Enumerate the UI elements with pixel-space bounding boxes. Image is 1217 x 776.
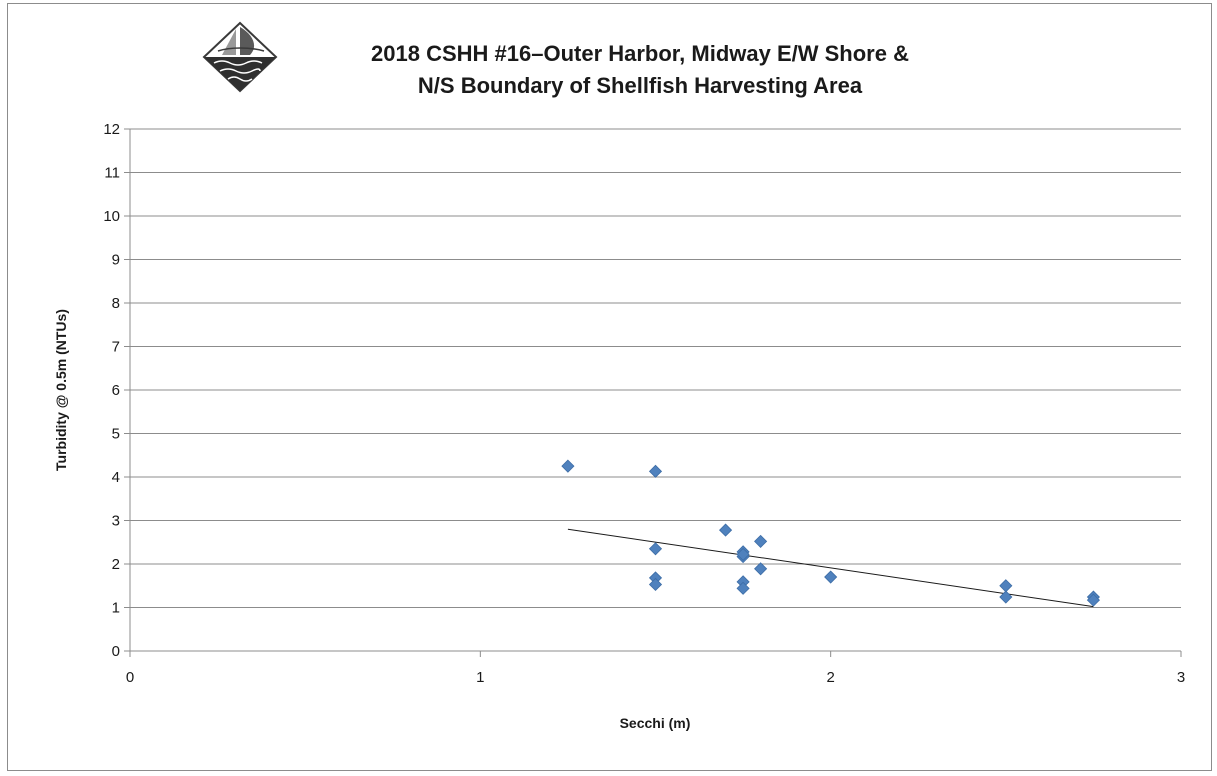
y-tick-label: 2 (112, 556, 120, 573)
data-point (719, 523, 733, 537)
data-point (754, 534, 768, 548)
y-tick-label: 11 (104, 165, 120, 182)
data-point (824, 570, 838, 584)
y-tick-label: 0 (112, 643, 120, 660)
sailboat-logo (202, 21, 278, 93)
data-point (648, 542, 663, 556)
y-tick-label: 10 (103, 208, 120, 225)
data-point (1086, 593, 1100, 607)
data-point (754, 562, 768, 576)
x-tick-label: 2 (826, 669, 834, 686)
chart-frame (7, 3, 1212, 771)
y-tick-label: 8 (112, 295, 120, 312)
data-point (736, 581, 750, 595)
data-point (736, 547, 750, 561)
data-point (999, 579, 1013, 593)
data-points (561, 459, 1100, 607)
y-tick-label: 12 (103, 121, 120, 138)
data-point (999, 590, 1013, 604)
y-tick-label: 7 (112, 339, 120, 356)
chart-title-line-1: 2018 CSHH #16–Outer Harbor, Midway E/W S… (371, 41, 909, 66)
y-tick-label: 4 (112, 469, 120, 486)
x-tick-labels: 0 1 2 3 (126, 669, 1185, 686)
gridlines (130, 128, 1181, 608)
y-tick-label: 5 (112, 426, 120, 443)
y-tick-label: 9 (112, 252, 120, 269)
y-tick-label: 3 (112, 513, 120, 530)
trendline (567, 528, 1094, 608)
axes (124, 128, 1182, 657)
y-axis-title: Turbidity @ 0.5m (NTUs) (53, 309, 69, 471)
x-tick-label: 3 (1177, 669, 1185, 686)
trendline-layer (567, 528, 1094, 608)
x-tick-label: 0 (126, 669, 134, 686)
data-point (561, 459, 575, 473)
y-tick-label: 6 (112, 382, 120, 399)
x-axis-title: Secchi (m) (620, 715, 691, 731)
x-tick-label: 1 (476, 669, 484, 686)
y-tick-label: 1 (112, 600, 120, 617)
data-point (648, 464, 663, 478)
data-point (648, 577, 663, 592)
chart-title-line-2: N/S Boundary of Shellfish Harvesting Are… (418, 73, 863, 98)
